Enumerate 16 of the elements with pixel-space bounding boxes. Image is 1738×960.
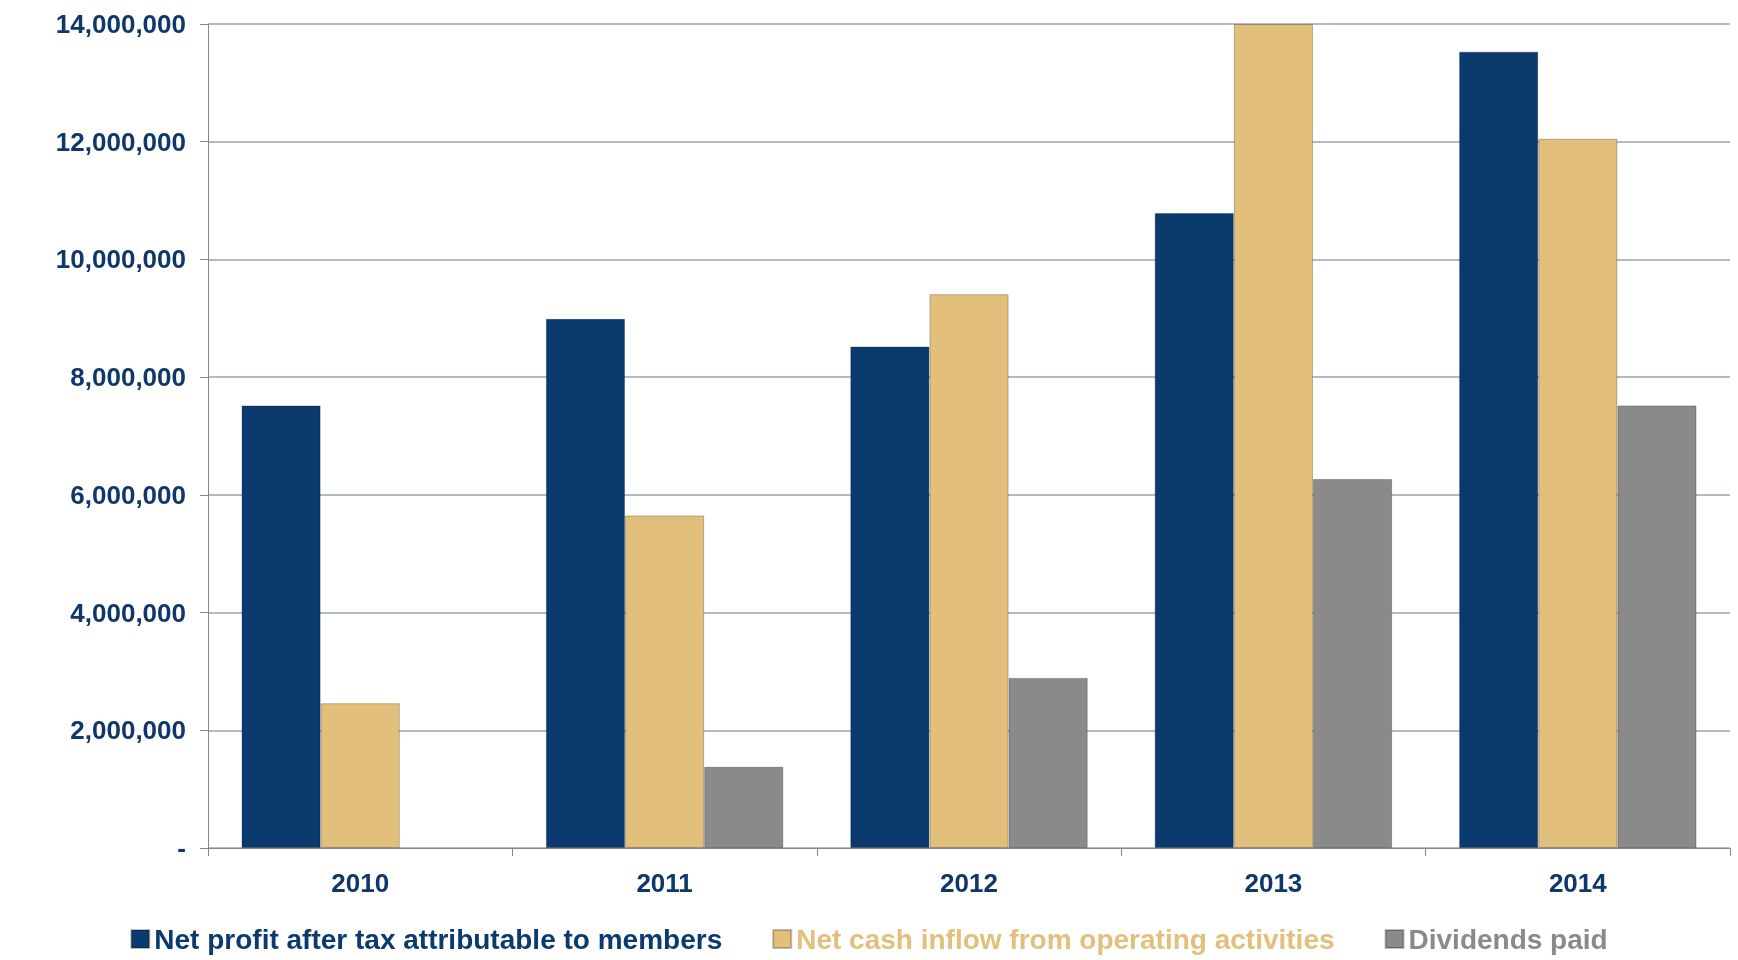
x-tick-label: 2012 [940, 868, 998, 898]
legend-label: Dividends paid [1408, 923, 1608, 955]
x-tick-label: 2010 [331, 868, 390, 898]
y-tick-label: - [177, 833, 186, 863]
y-tick-label: 2,000,000 [70, 715, 186, 746]
x-tick-label: 2013 [1244, 868, 1303, 898]
y-tick-label: 4,000,000 [70, 597, 186, 628]
y-tick-label: 10,000,000 [55, 244, 186, 275]
x-tick-label: 2011 [636, 868, 693, 898]
y-tick-label: 12,000,000 [55, 126, 186, 157]
legend-label: Net cash inflow from operating activities [796, 923, 1335, 955]
x-tick-label: 2014 [1548, 868, 1608, 898]
y-tick-label: 8,000,000 [70, 362, 186, 393]
y-tick-label: 6,000,000 [70, 479, 186, 510]
y-tick-label: 14,000,000 [55, 9, 186, 39]
legend-label: Net profit after tax attributable to members [154, 923, 723, 955]
